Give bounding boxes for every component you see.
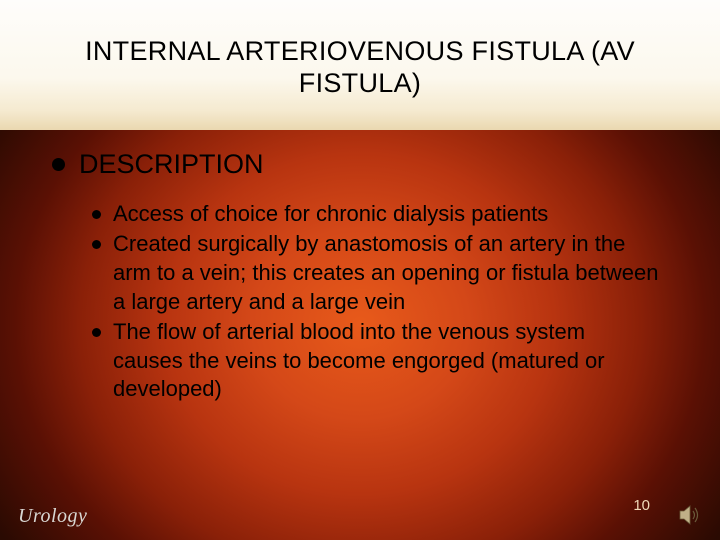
slide-title: INTERNAL ARTERIOVENOUS FISTULA (AV FISTU… [40, 35, 680, 100]
bullet-l2-icon [92, 240, 101, 249]
slide: INTERNAL ARTERIOVENOUS FISTULA (AV FISTU… [0, 0, 720, 540]
content-area: DESCRIPTION Access of choice for chronic… [52, 148, 660, 406]
list-item: The flow of arterial blood into the veno… [92, 318, 660, 404]
page-number: 10 [633, 497, 650, 514]
bullet-text: The flow of arterial blood into the veno… [113, 318, 660, 404]
speaker-icon[interactable] [678, 504, 702, 526]
brand-logo: Urology [18, 505, 87, 528]
bullet-list: Access of choice for chronic dialysis pa… [92, 200, 660, 404]
bullet-text: Access of choice for chronic dialysis pa… [113, 200, 548, 229]
bullet-l1-icon [52, 158, 65, 171]
section-heading: DESCRIPTION [79, 148, 264, 182]
bullet-text: Created surgically by anastomosis of an … [113, 230, 660, 316]
bullet-l2-icon [92, 328, 101, 337]
heading-row: DESCRIPTION [52, 148, 660, 182]
bullet-l2-icon [92, 210, 101, 219]
list-item: Created surgically by anastomosis of an … [92, 230, 660, 316]
list-item: Access of choice for chronic dialysis pa… [92, 200, 660, 229]
title-band: INTERNAL ARTERIOVENOUS FISTULA (AV FISTU… [0, 0, 720, 130]
